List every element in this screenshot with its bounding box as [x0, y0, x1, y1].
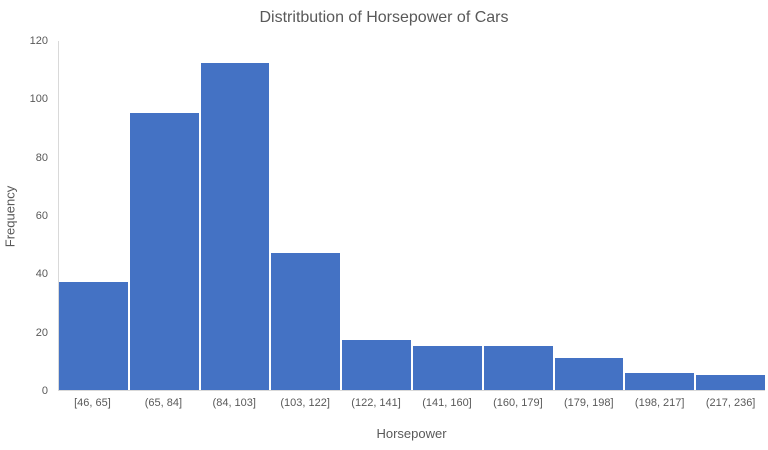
- y-tick-label: 80: [35, 151, 48, 164]
- y-axis-tick-labels: 0 20 40 60 80 100 120: [0, 35, 52, 397]
- x-tick-label: (160, 179]: [493, 397, 543, 409]
- histogram-bar: [271, 252, 341, 390]
- chart-title: Distritbution of Horsepower of Cars: [259, 9, 509, 26]
- x-tick-label: [46, 65]: [74, 397, 111, 409]
- histogram-bar: [554, 357, 624, 390]
- histogram-bar: [483, 346, 553, 390]
- bars-container: [59, 41, 765, 390]
- histogram-bar: [342, 340, 411, 390]
- histogram-bar: [129, 112, 199, 390]
- histogram-bar: [412, 346, 482, 390]
- x-tick-label: (217, 236]: [705, 397, 756, 409]
- y-tick-label: 60: [35, 210, 48, 222]
- y-tick-label: 20: [35, 326, 48, 339]
- y-tick-label: 40: [35, 268, 48, 281]
- x-tick-label: (141, 160]: [422, 397, 472, 409]
- histogram-bar: [696, 375, 765, 390]
- x-tick-label: (103, 122]: [280, 397, 330, 409]
- x-tick-label: (84, 103]: [212, 397, 256, 409]
- x-axis-tick-labels: [46, 65] (65, 84] (84, 103] (103, 122] (122,…: [58, 397, 765, 409]
- x-tick-label: (179, 198]: [564, 397, 614, 409]
- plot-area: [58, 41, 765, 391]
- y-tick-label: 120: [29, 35, 48, 47]
- x-tick-label: (122, 141]: [351, 397, 401, 409]
- x-tick-label: (65, 84]: [144, 397, 183, 409]
- histogram-bar: [200, 63, 270, 390]
- x-tick-label: (198, 217]: [634, 397, 685, 409]
- x-axis-title: Horsepower: [376, 426, 447, 441]
- y-tick-label: 100: [29, 93, 48, 106]
- histogram-bar: [625, 372, 695, 390]
- histogram-bar: [59, 282, 128, 390]
- y-tick-label: 0: [41, 385, 48, 397]
